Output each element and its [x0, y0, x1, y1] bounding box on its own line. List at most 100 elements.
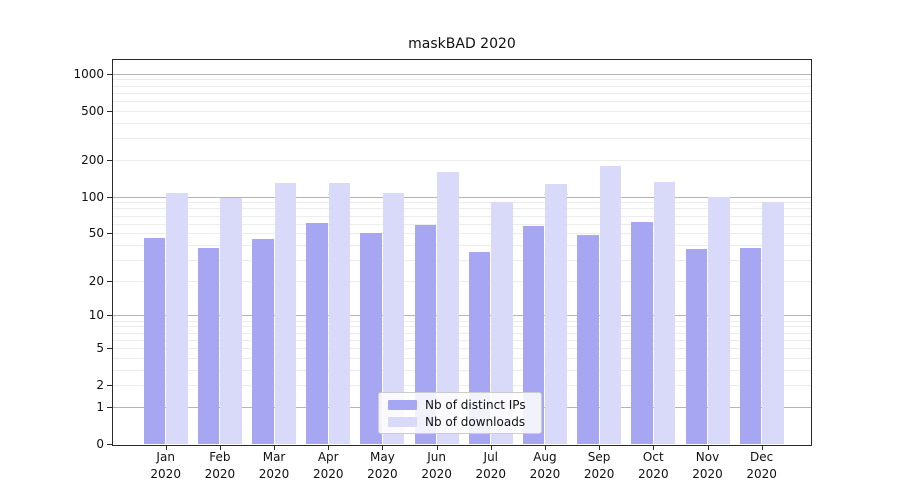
bar-downloads — [166, 192, 188, 444]
y-tick-label: 2 — [96, 378, 104, 393]
gridline-minor — [113, 244, 811, 246]
bar-downloads — [491, 202, 513, 444]
y-tick-mark — [107, 444, 112, 445]
plot-area: Nb of distinct IPs Nb of downloads — [112, 59, 812, 446]
bar-downloads — [382, 192, 405, 444]
bar-downloads — [599, 166, 622, 444]
gridline-major — [113, 315, 811, 317]
y-tick-label: 0 — [96, 437, 104, 451]
x-tick-mark — [707, 446, 709, 450]
bar-distinct-ips — [360, 233, 382, 444]
legend-row-distinct-ips: Nb of distinct IPs — [379, 398, 541, 412]
x-tick-label: Feb 2020 — [204, 450, 236, 481]
x-tick-label: Oct 2020 — [638, 450, 669, 481]
x-tick-mark — [165, 446, 167, 450]
x-tick-mark — [382, 446, 384, 450]
bar-distinct-ips — [143, 237, 166, 444]
x-tick-label: Jul 2020 — [475, 450, 507, 481]
gridline-minor — [113, 159, 811, 161]
gridline-minor — [113, 79, 811, 81]
gridline-minor — [113, 233, 811, 235]
x-tick-mark — [544, 446, 546, 450]
x-tick-mark — [599, 446, 601, 450]
gridline-minor — [113, 339, 811, 341]
bar-distinct-ips — [522, 226, 545, 444]
x-tick-label: Mar 2020 — [258, 450, 290, 481]
y-tick-mark — [107, 73, 112, 75]
gridline-minor — [113, 110, 811, 112]
x-tick-mark — [490, 446, 492, 450]
gridline-minor — [113, 357, 811, 359]
gridline-minor — [113, 215, 811, 217]
x-tick-label: Jan 2020 — [150, 450, 181, 481]
bar-distinct-ips — [197, 247, 220, 444]
y-tick-mark — [107, 385, 112, 387]
bar-distinct-ips — [414, 224, 437, 444]
bar-downloads — [328, 182, 351, 444]
x-tick-label: Aug 2020 — [529, 450, 561, 481]
y-tick-label: 5 — [96, 340, 104, 355]
y-tick-label: 50 — [88, 226, 104, 241]
x-tick-label: Dec 2020 — [746, 450, 777, 481]
x-tick-label: Sep 2020 — [583, 450, 615, 481]
bar-distinct-ips — [631, 221, 653, 444]
bar-distinct-ips — [739, 247, 762, 444]
y-tick-mark — [107, 280, 112, 282]
x-tick-mark — [761, 446, 763, 450]
legend-row-downloads: Nb of downloads — [379, 415, 541, 429]
y-tick-mark — [107, 110, 112, 112]
gridline-minor — [113, 280, 811, 282]
y-tick-mark — [107, 233, 112, 235]
y-tick-label: 500 — [81, 103, 104, 118]
y-tick-label: 20 — [88, 273, 104, 288]
x-tick-mark — [219, 446, 221, 450]
y-tick-mark — [107, 315, 112, 317]
gridline-major — [113, 73, 811, 75]
x-tick-label: Jun 2020 — [421, 450, 452, 481]
y-tick-label: 1000 — [73, 66, 104, 81]
bar-downloads — [220, 197, 242, 444]
legend-swatch-distinct-ips — [388, 399, 417, 410]
gridline-major — [113, 196, 811, 198]
x-tick-label: Apr 2020 — [312, 450, 344, 481]
y-tick-mark — [107, 196, 112, 198]
bar-downloads — [274, 182, 297, 444]
gridline-minor — [113, 202, 811, 204]
x-tick-mark — [274, 446, 276, 450]
gridline-minor — [113, 92, 811, 94]
x-tick-label: May 2020 — [367, 450, 398, 481]
bar-distinct-ips — [252, 238, 274, 444]
gridline-minor — [113, 369, 811, 371]
chart-title: maskBAD 2020 — [408, 36, 516, 52]
bar-distinct-ips — [685, 249, 707, 444]
y-tick-mark — [107, 159, 112, 161]
gridline-minor — [113, 208, 811, 210]
y-tick-label: 200 — [81, 152, 104, 167]
y-tick-label: 100 — [81, 189, 104, 204]
x-tick-mark — [436, 446, 438, 450]
gridline-minor — [113, 332, 811, 334]
x-tick-mark — [328, 446, 330, 450]
bar-distinct-ips — [577, 235, 599, 444]
gridline-minor — [113, 122, 811, 124]
bar-downloads — [708, 196, 730, 444]
bar-downloads — [437, 171, 459, 444]
y-tick-mark — [107, 406, 112, 408]
gridline-minor — [113, 138, 811, 140]
bar-downloads — [653, 182, 676, 444]
y-tick-label: 10 — [88, 308, 104, 323]
legend: Nb of distinct IPs Nb of downloads — [378, 392, 542, 434]
x-tick-mark — [653, 446, 655, 450]
gridline-minor — [113, 85, 811, 87]
bar-downloads — [545, 183, 567, 444]
x-tick-label: Nov 2020 — [692, 450, 723, 481]
legend-label-downloads: Nb of downloads — [425, 414, 526, 429]
gridline-minor — [113, 223, 811, 225]
legend-label-distinct-ips: Nb of distinct IPs — [425, 397, 526, 412]
gridline-minor — [113, 320, 811, 322]
bar-downloads — [762, 202, 784, 444]
y-tick-label: 1 — [96, 399, 104, 414]
gridline-minor — [113, 326, 811, 328]
gridline-minor — [113, 347, 811, 349]
